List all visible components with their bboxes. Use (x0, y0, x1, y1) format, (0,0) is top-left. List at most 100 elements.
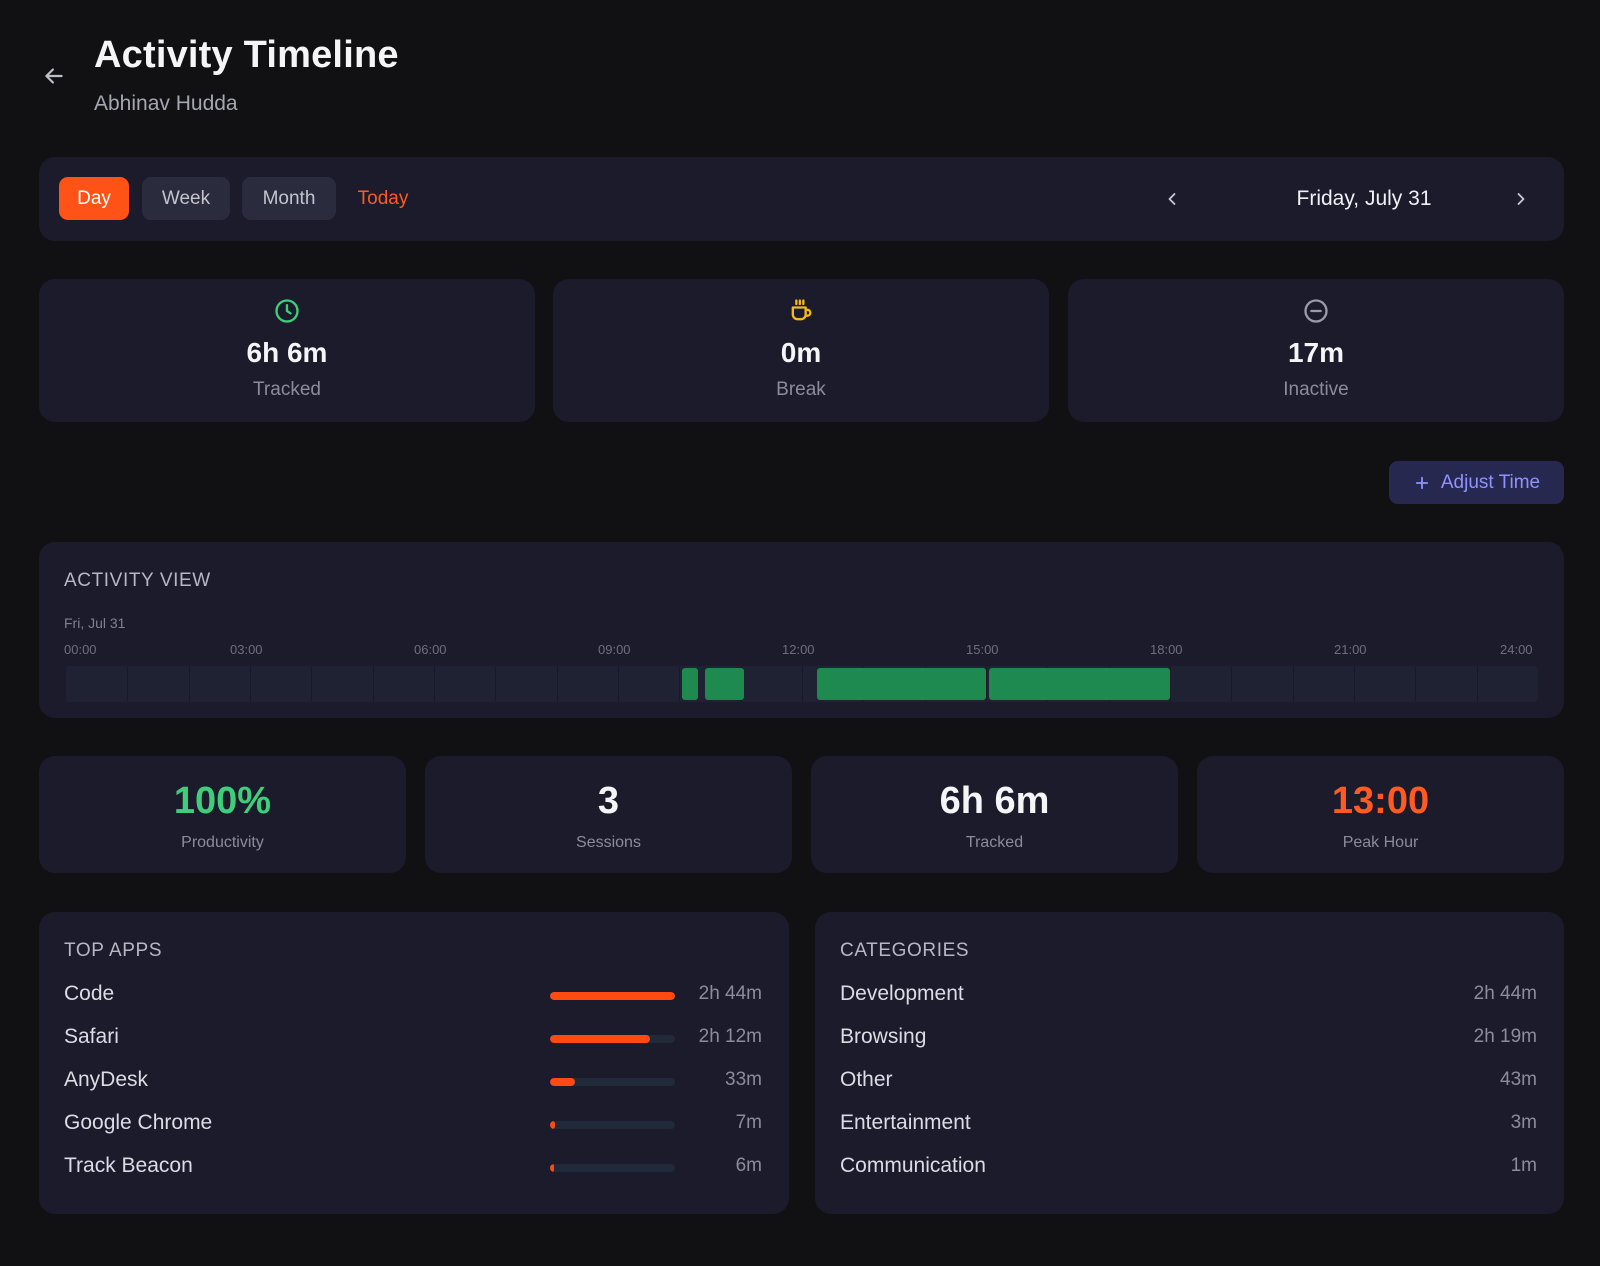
timeline-hour-divider (311, 666, 313, 702)
timeline-tick-label: 06:00 (414, 642, 447, 657)
timeline-hour-divider (1292, 666, 1294, 702)
category-name: Development (840, 982, 964, 1005)
coffee-icon (791, 299, 812, 321)
timeline-hour-divider (802, 666, 803, 702)
arrow-left-icon (45, 68, 63, 84)
app-duration: 7m (735, 1112, 762, 1133)
top-apps-panel: TOP APPS Code 2h 44m Safari 2h 12m AnyDesk 33… (39, 912, 789, 1214)
peak-hour-value: 13:00 (1331, 780, 1430, 822)
activity-block[interactable] (817, 668, 986, 700)
timeline-hour-divider (127, 666, 129, 702)
app-name: Code (64, 982, 115, 1005)
app-duration: 33m (725, 1069, 762, 1090)
timeline-hour-divider (250, 666, 251, 702)
app-name: AnyDesk (64, 1068, 149, 1091)
app-duration: 6m (735, 1155, 762, 1176)
app-name: Track Beacon (64, 1154, 193, 1177)
date-toolbar: Day Week Month Today Friday, July 31 (39, 157, 1564, 241)
app-name: Safari (64, 1025, 119, 1048)
view-week-button[interactable]: Week (142, 177, 230, 220)
timeline-tick-label: 18:00 (1150, 642, 1183, 657)
break-label: Break (776, 379, 826, 400)
break-value: 0m (780, 337, 822, 368)
categories-title: CATEGORIES (840, 940, 970, 961)
today-link[interactable]: Today (357, 187, 409, 209)
adjust-time-label: Adjust Time (1440, 471, 1541, 493)
back-button[interactable] (36, 58, 72, 94)
category-duration: 1m (1510, 1155, 1537, 1176)
category-duration: 43m (1500, 1069, 1537, 1090)
timeline-hour-divider (1354, 666, 1355, 702)
app-usage-bar-fill (550, 1078, 575, 1086)
categories-panel: CATEGORIES Development 2h 44m Browsing 2h 1… (815, 912, 1564, 1214)
activity-date: Fri, Jul 31 (64, 615, 126, 631)
timeline-hour-divider (188, 666, 190, 702)
timeline-hour-divider (1170, 666, 1171, 702)
app-duration: 2h 12m (698, 1026, 762, 1047)
tracked-label: Tracked (253, 379, 321, 400)
timeline-hour-divider (372, 666, 374, 702)
view-day-button[interactable]: Day (59, 177, 129, 220)
productivity-value: 100% (173, 780, 272, 822)
sessions-stat-card: 3 Sessions (425, 756, 792, 873)
timeline-hour-divider (618, 666, 619, 702)
timeline-tick-label: 00:00 (64, 642, 97, 657)
timeline-hour-divider (495, 666, 497, 702)
next-date-button[interactable] (1503, 177, 1539, 220)
app-usage-bar (550, 992, 675, 1000)
app-usage-bar-fill (550, 992, 675, 1000)
category-duration: 3m (1510, 1112, 1537, 1133)
timeline-tick-label: 12:00 (782, 642, 815, 657)
category-name: Browsing (840, 1025, 927, 1048)
timeline-tick-label: 09:00 (598, 642, 631, 657)
productivity-stat-card: 100% Productivity (39, 756, 406, 873)
tracked-summary-card: 6h 6m Tracked (39, 279, 535, 422)
peak-hour-stat-card: 13:00 Peak Hour (1197, 756, 1564, 873)
app-name: Google Chrome (64, 1111, 213, 1134)
inactive-value: 17m (1287, 337, 1345, 368)
timeline-hour-divider (679, 666, 681, 702)
app-usage-bar (550, 1164, 675, 1172)
app-usage-bar (550, 1078, 675, 1086)
activity-block[interactable] (705, 668, 744, 700)
app-usage-bar-fill (550, 1035, 650, 1043)
timeline-tick-label: 21:00 (1334, 642, 1367, 657)
productivity-label: Productivity (181, 834, 264, 851)
page-title: Activity Timeline (94, 34, 399, 76)
app-duration: 2h 44m (698, 983, 762, 1004)
activity-block[interactable] (989, 668, 1170, 700)
category-duration: 2h 44m (1473, 983, 1537, 1004)
tracked-total-value: 6h 6m (939, 780, 1050, 822)
activity-block[interactable] (682, 668, 698, 700)
category-name: Communication (840, 1154, 986, 1177)
app-usage-bar-fill (550, 1164, 555, 1172)
previous-date-button[interactable] (1154, 177, 1190, 220)
clock-icon (275, 299, 299, 323)
category-duration: 2h 19m (1473, 1026, 1537, 1047)
sessions-value: 3 (597, 780, 620, 822)
timeline-tick-label: 24:00 (1500, 642, 1533, 657)
current-date: Friday, July 31 (1296, 186, 1432, 210)
activity-view-panel: ACTIVITY VIEW Fri, Jul 31 00:00 03:00 06:0… (39, 542, 1564, 718)
app-usage-bar (550, 1035, 675, 1043)
tracked-value: 6h 6m (246, 337, 328, 368)
chevron-right-icon (1517, 192, 1525, 205)
timeline-tick-label: 03:00 (230, 642, 263, 657)
sessions-label: Sessions (576, 834, 641, 851)
adjust-time-button[interactable]: Adjust Time (1389, 461, 1564, 504)
app-usage-bar-fill (550, 1121, 555, 1129)
timeline-hour-divider (556, 666, 558, 702)
timeline-tick-label: 15:00 (966, 642, 999, 657)
timeline-hour-divider (986, 666, 987, 702)
timeline-hour-divider (1415, 666, 1417, 702)
plus-icon (1415, 476, 1429, 489)
view-month-button[interactable]: Month (242, 177, 336, 220)
peak-hour-label: Peak Hour (1342, 834, 1419, 851)
inactive-label: Inactive (1283, 379, 1349, 400)
break-summary-card: 0m Break (553, 279, 1049, 422)
chevron-left-icon (1168, 192, 1176, 205)
tracked-total-label: Tracked (965, 834, 1024, 851)
activity-timeline-track[interactable] (66, 666, 1538, 702)
app-usage-bar (550, 1121, 675, 1129)
timeline-hour-divider (1476, 666, 1478, 702)
